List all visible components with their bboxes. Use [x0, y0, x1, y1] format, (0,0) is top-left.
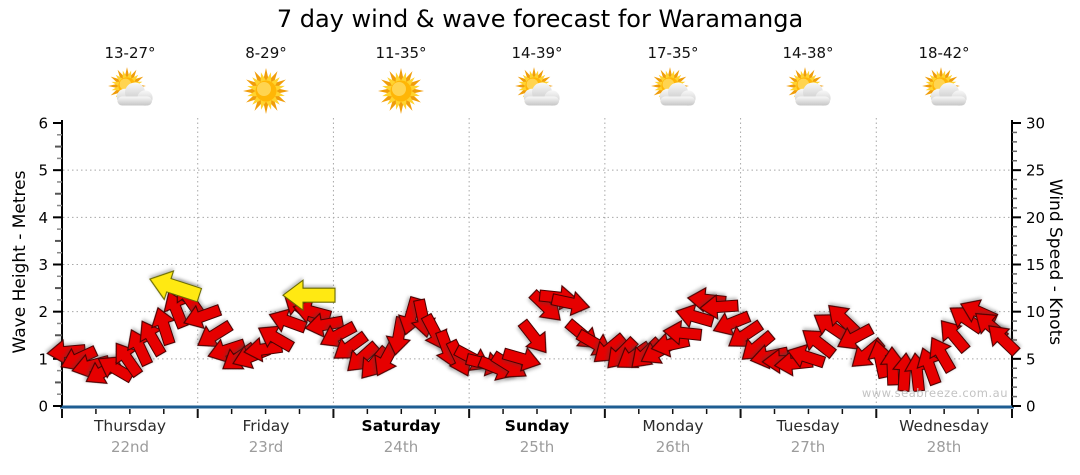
sun-icon	[243, 68, 289, 114]
wind-arrow	[550, 290, 591, 317]
wind-arrow	[268, 308, 308, 334]
right-tick-label: 10	[1026, 303, 1045, 321]
wind-arrow	[150, 306, 176, 347]
sun-cloud-icon	[922, 67, 967, 106]
wind-arrow	[501, 346, 542, 372]
wind-arrow	[207, 338, 247, 364]
cloud-icon	[659, 82, 696, 106]
wind-arrow	[712, 310, 752, 337]
day-header-saturday: 11-35°	[341, 44, 461, 117]
sun-cloud-icon	[786, 67, 831, 106]
left-tick-label: 3	[38, 256, 48, 274]
wind-arrow	[988, 325, 1021, 357]
day-name: Saturday	[361, 417, 441, 435]
right-tick-label: 0	[1026, 398, 1036, 416]
day-name: Friday	[242, 417, 290, 435]
wind-arrow	[828, 304, 861, 337]
day-temp: 13-27°	[104, 44, 156, 62]
wind-arrow	[698, 293, 739, 321]
day-date: 26th	[655, 438, 691, 456]
day-name: Wednesday	[899, 417, 989, 435]
left-tick-label: 4	[38, 209, 48, 227]
wind-arrow	[197, 319, 234, 348]
left-tick-label: 1	[38, 350, 48, 368]
day-label-monday: Monday 26th	[605, 417, 741, 456]
wind-arrow	[319, 320, 358, 348]
wind-arrow	[836, 323, 875, 350]
day-header-sunday: 14-39°	[477, 44, 597, 117]
wind-arrow	[802, 330, 838, 360]
wind-arrow	[304, 312, 345, 339]
sun-cloud-icon	[108, 67, 153, 106]
watermark: www.seabreeze.com.au	[861, 386, 1008, 400]
left-tick-label: 0	[38, 398, 48, 416]
wind-arrow	[257, 325, 296, 353]
day-header-wednesday: 18-42°	[884, 44, 1004, 117]
sun-cloud-icon	[651, 67, 696, 106]
cloud-icon	[794, 82, 831, 106]
day-label-wednesday: Wednesday 28th	[876, 417, 1012, 456]
special-wind-arrow	[282, 279, 336, 312]
wind-arrow	[517, 318, 547, 354]
day-header-thursday: 13-27°	[70, 44, 190, 117]
cloud-icon	[116, 82, 153, 106]
day-temp: 14-39°	[511, 44, 563, 62]
day-label-saturday: Saturday 24th	[333, 417, 469, 456]
day-name: Monday	[642, 417, 704, 435]
wind-arrow	[786, 343, 827, 369]
wind-arrow	[662, 319, 703, 346]
wind-arrow	[46, 338, 87, 365]
day-name: Tuesday	[776, 417, 840, 435]
day-date: 27th	[790, 438, 826, 456]
sun-cloud-icon	[515, 67, 560, 106]
wind-arrow	[940, 320, 971, 355]
cloud-icon	[930, 82, 967, 106]
right-tick-label: 5	[1026, 350, 1036, 368]
left-tick-label: 6	[38, 115, 48, 133]
right-tick-label: 30	[1026, 115, 1045, 133]
chart-title: 7 day wind & wave forecast for Waramanga	[276, 5, 804, 33]
day-temp: 14-38°	[782, 44, 834, 62]
day-date: 23rd	[248, 438, 284, 456]
day-label-sunday: Sunday 25th	[469, 417, 605, 456]
day-name: Thursday	[93, 417, 167, 435]
day-name: Sunday	[504, 417, 570, 435]
sun-icon	[378, 68, 424, 114]
day-label-tuesday: Tuesday 27th	[740, 417, 876, 456]
wind-arrow	[929, 336, 957, 375]
right-tick-label: 25	[1026, 162, 1045, 180]
wind-arrow	[115, 342, 144, 379]
day-header-friday: 8-29°	[206, 44, 326, 117]
day-date: 25th	[519, 438, 555, 456]
right-tick-label: 15	[1026, 256, 1045, 274]
day-header-monday: 17-35°	[613, 44, 733, 117]
day-temp: 18-42°	[918, 44, 970, 62]
special-wind-arrow	[149, 270, 203, 303]
wind-arrow	[183, 304, 223, 330]
day-date: 28th	[926, 438, 962, 456]
cloud-icon	[523, 82, 560, 106]
day-label-friday: Friday 23rd	[198, 417, 334, 456]
day-header-tuesday: 14-38°	[748, 44, 868, 117]
left-tick-label: 2	[38, 303, 48, 321]
day-temp: 17-35°	[647, 44, 699, 62]
right-tick-label: 20	[1026, 209, 1045, 227]
left-tick-label: 5	[38, 162, 48, 180]
day-temp: 11-35°	[375, 44, 427, 62]
day-date: 24th	[383, 438, 419, 456]
day-date: 22nd	[110, 438, 150, 456]
day-temp: 8-29°	[245, 44, 287, 62]
day-label-thursday: Thursday 22nd	[62, 417, 198, 456]
